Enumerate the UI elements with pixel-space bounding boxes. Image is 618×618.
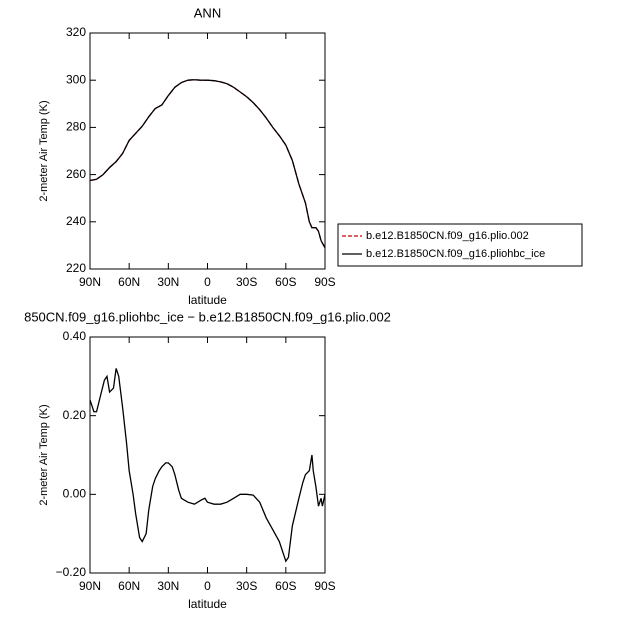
x-tick-label: 60N: [118, 579, 140, 593]
x-tick-label: 90S: [314, 579, 335, 593]
y-axis-label: 2-meter Air Temp (K): [38, 404, 50, 505]
x-tick-label: 60S: [275, 579, 296, 593]
x-axis-label: latitude: [188, 293, 227, 307]
y-tick-label: 0.20: [63, 408, 87, 422]
y-axis-label: 2-meter Air Temp (K): [38, 100, 50, 201]
legend-label: b.e12.B1850CN.f09_g16.plio.002: [366, 230, 529, 242]
y-tick-label: 0.40: [63, 329, 87, 343]
legend-label: b.e12.B1850CN.f09_g16.pliohbc_ice: [366, 248, 545, 260]
chart-title: ANN: [194, 5, 221, 20]
x-tick-label: 30N: [157, 579, 179, 593]
y-tick-label: 320: [66, 25, 86, 39]
y-tick-label: 220: [66, 261, 86, 275]
plot-frame: [89, 336, 326, 574]
y-tick-label: 240: [66, 214, 86, 228]
data-line: [89, 79, 326, 249]
y-tick-label: 260: [66, 167, 86, 181]
x-tick-label: 90N: [79, 579, 101, 593]
x-tick-label: 90N: [79, 275, 101, 289]
x-tick-label: 30N: [157, 275, 179, 289]
chart-title: 850CN.f09_g16.pliohbc_ice − b.e12.B1850C…: [24, 309, 391, 324]
x-tick-label: 60S: [275, 275, 296, 289]
y-tick-label: 300: [66, 72, 86, 86]
y-tick-label: 280: [66, 120, 86, 134]
y-tick-label: 0.00: [63, 487, 87, 501]
data-line: [89, 79, 326, 249]
legend-box: [337, 223, 583, 267]
x-tick-label: 60N: [118, 275, 140, 289]
x-tick-label: 0: [204, 275, 211, 289]
y-tick-label: −0.20: [56, 565, 87, 579]
x-tick-label: 30S: [236, 275, 257, 289]
x-tick-label: 90S: [314, 275, 335, 289]
data-line: [89, 368, 326, 563]
x-axis-label: latitude: [188, 597, 227, 611]
x-tick-label: 30S: [236, 579, 257, 593]
plot-frame: [89, 32, 326, 270]
x-tick-label: 0: [204, 579, 211, 593]
